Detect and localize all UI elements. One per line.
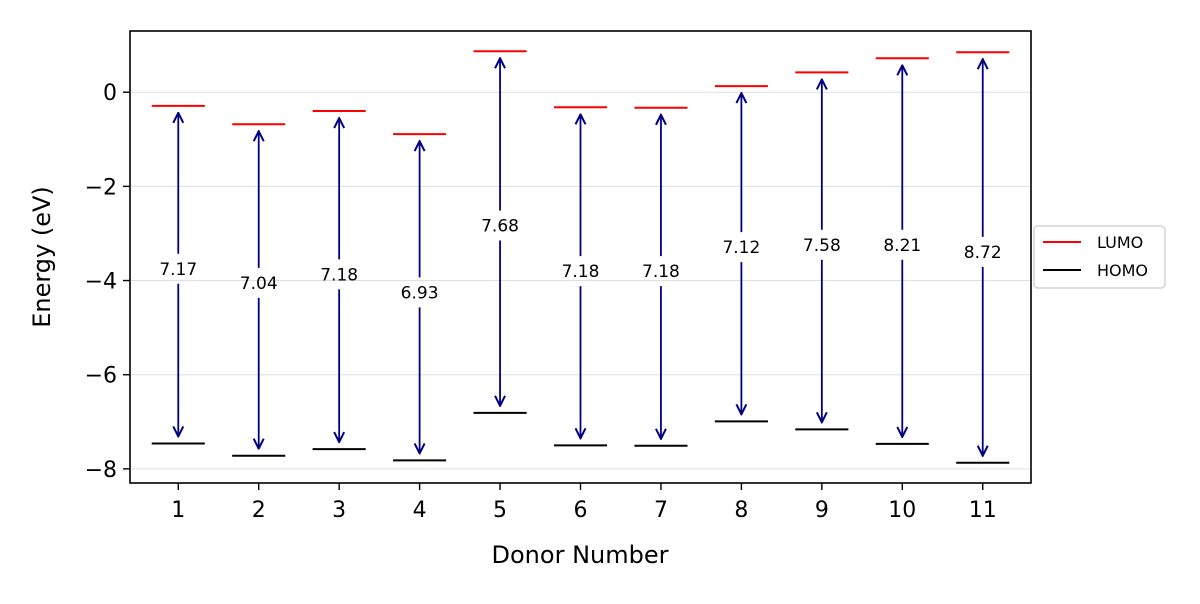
x-tick-label: 5 — [493, 498, 507, 523]
x-tick-label: 6 — [574, 498, 588, 523]
y-ticks: 0 −2 −4 −6 −8 — [85, 81, 130, 483]
gap-label: 7.18 — [642, 262, 680, 282]
gap-label: 7.18 — [562, 262, 600, 282]
y-tick-label: −4 — [85, 270, 117, 295]
gap-label: 8.21 — [883, 236, 921, 256]
gap-label: 6.93 — [401, 283, 439, 303]
x-tick-label: 1 — [171, 498, 185, 523]
y-tick-label: −6 — [85, 364, 117, 389]
levels-layer — [151, 50, 1010, 464]
x-tick-label: 11 — [969, 498, 997, 523]
arrows-layer — [178, 58, 982, 456]
x-tick-label: 4 — [413, 498, 427, 523]
gap-label: 8.72 — [964, 243, 1002, 263]
legend-homo-label: HOMO — [1097, 261, 1148, 280]
gap-labels-layer: 7.17 7.04 7.18 6.93 7.68 7.18 7.18 7.12 7.58 8.21… — [159, 216, 1001, 303]
gap-label: 7.58 — [803, 236, 841, 256]
gap-label: 7.12 — [722, 238, 760, 258]
x-ticks: 1 2 3 4 5 6 7 8 9 10 11 — [171, 483, 997, 523]
legend-lumo-label: LUMO — [1097, 233, 1143, 252]
x-tick-label: 10 — [888, 498, 916, 523]
y-tick-label: −8 — [85, 458, 117, 483]
gap-label: 7.68 — [481, 216, 519, 236]
gap-label: 7.17 — [159, 260, 197, 280]
x-tick-label: 8 — [734, 498, 748, 523]
x-tick-label: 3 — [332, 498, 346, 523]
grid-layer — [130, 91, 1031, 470]
gap-label: 7.18 — [320, 265, 358, 285]
legend: LUMO HOMO — [1033, 225, 1166, 289]
x-tick-label: 2 — [252, 498, 266, 523]
y-tick-label: −2 — [85, 175, 117, 200]
x-tick-label: 7 — [654, 498, 668, 523]
y-axis-label: Energy (eV) — [28, 186, 56, 328]
x-axis-label: Donor Number — [492, 541, 669, 569]
x-tick-label: 9 — [815, 498, 829, 523]
gap-label: 7.04 — [240, 274, 278, 294]
y-tick-label: 0 — [103, 81, 117, 106]
